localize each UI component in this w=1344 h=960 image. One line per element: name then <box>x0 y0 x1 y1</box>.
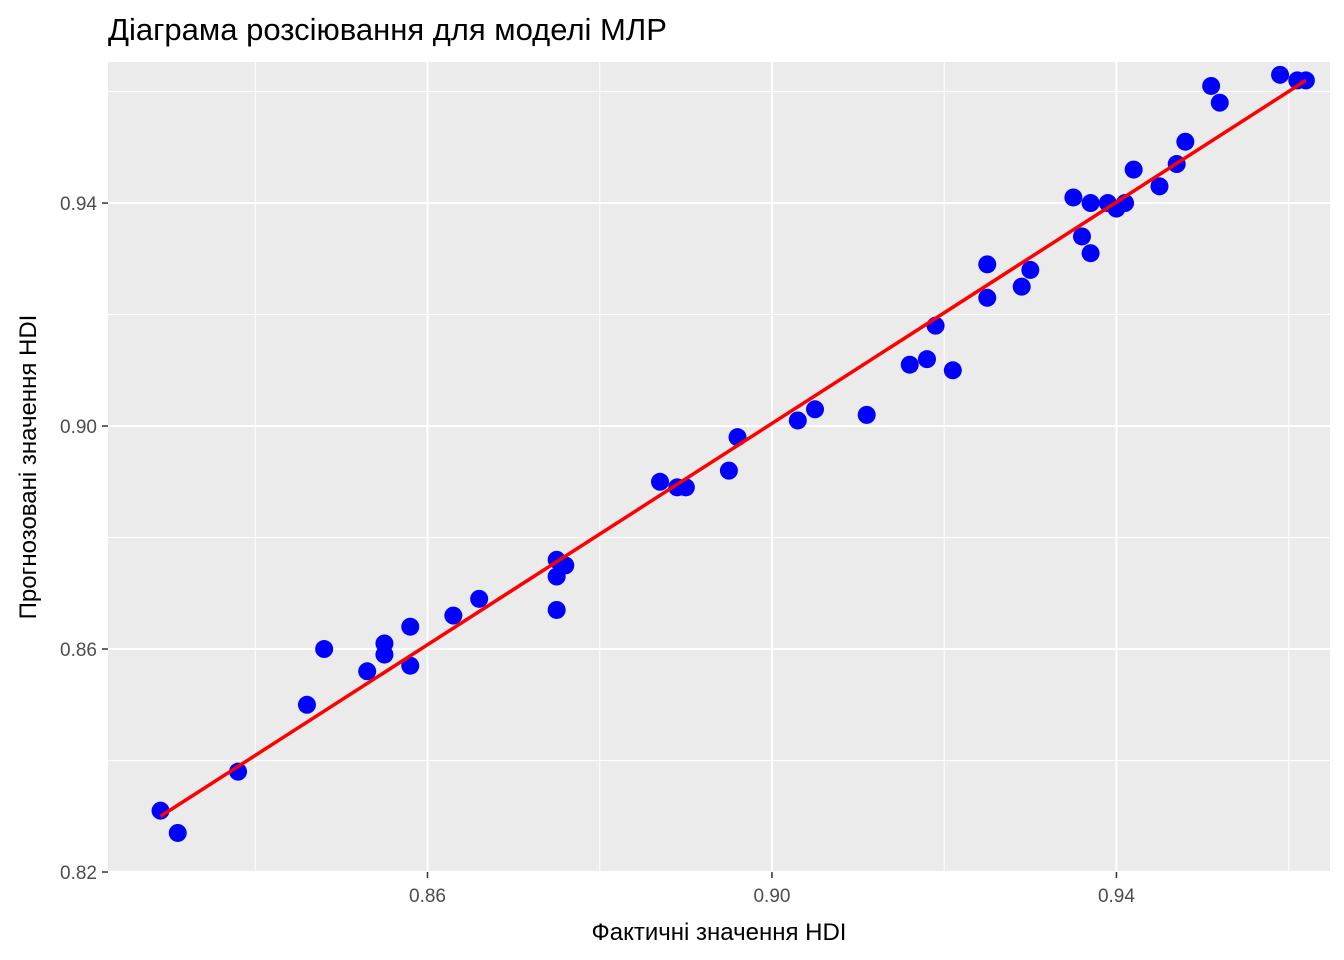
x-axis-title: Фактичні значення HDI <box>592 919 847 946</box>
y-tick-label: 0.86 <box>60 640 97 661</box>
data-point <box>857 405 876 424</box>
minor-gridlines <box>108 62 1330 872</box>
data-point <box>806 400 825 419</box>
chart-title: Діаграма розсіювання для моделі МЛР <box>108 12 667 47</box>
y-tick-label: 0.94 <box>60 194 97 215</box>
data-point <box>1081 244 1100 263</box>
data-point <box>547 600 566 619</box>
x-tick-label: 0.94 <box>1098 886 1135 907</box>
data-point <box>229 762 248 781</box>
data-point <box>315 640 334 659</box>
data-point <box>719 461 738 480</box>
data-point <box>651 472 670 491</box>
data-point <box>1012 277 1031 296</box>
x-tick-label: 0.90 <box>753 886 790 907</box>
y-tick-label: 0.90 <box>60 417 97 438</box>
data-point <box>978 255 997 274</box>
data-point <box>900 355 919 374</box>
major-gridlines <box>108 62 1330 873</box>
data-point <box>1271 65 1290 84</box>
data-point <box>943 361 962 380</box>
x-tick-label: 0.86 <box>409 886 446 907</box>
data-point <box>1081 194 1100 213</box>
data-point <box>470 589 489 608</box>
data-point <box>1124 160 1143 179</box>
data-point <box>1176 132 1195 151</box>
data-point <box>444 606 463 625</box>
data-point <box>1064 188 1083 207</box>
data-point <box>358 662 377 681</box>
data-point <box>1202 76 1221 95</box>
data-point <box>168 823 187 842</box>
data-point <box>917 350 936 369</box>
data-point <box>1021 260 1040 279</box>
y-tick-label: 0.82 <box>60 863 97 884</box>
regression-line <box>159 78 1307 818</box>
data-point <box>1210 93 1229 112</box>
data-point <box>375 645 394 664</box>
data-points <box>151 65 1315 842</box>
data-point <box>1150 177 1169 196</box>
data-point <box>1072 227 1091 246</box>
y-axis-title: Прогнозовані значення HDI <box>15 315 42 620</box>
data-point <box>297 695 316 714</box>
data-point <box>401 656 420 675</box>
data-point <box>401 617 420 636</box>
data-point <box>788 411 807 430</box>
axis-ticks: 0.86 0.90 0.94 0.82 0.86 0.90 0.94 <box>60 194 1135 907</box>
data-point <box>978 288 997 307</box>
regression-line-layer <box>159 78 1307 818</box>
